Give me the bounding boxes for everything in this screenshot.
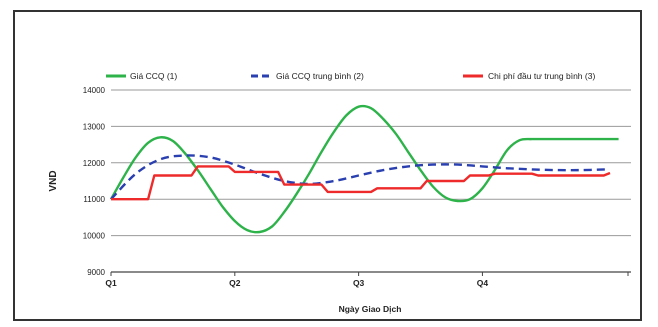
y-tick-label: 12000 xyxy=(83,159,106,168)
legend: Giá CCQ (1) Giá CCQ trung bình (2) Chi p… xyxy=(106,71,595,81)
y-tick-label: 9000 xyxy=(87,268,105,277)
legend-label-series-2: Giá CCQ trung bình (2) xyxy=(276,71,364,81)
y-tick-label: 14000 xyxy=(83,86,106,95)
series-line-3 xyxy=(111,165,611,201)
y-tick-labels: 9000 10000 11000 12000 13000 14000 xyxy=(83,86,106,277)
legend-label-series-3: Chi phí đầu tư trung bình (3) xyxy=(488,71,595,81)
x-tick-label: Q2 xyxy=(229,278,241,288)
y-axis-label: VND xyxy=(48,170,59,191)
legend-item-series-1: Giá CCQ (1) xyxy=(106,71,177,81)
y-tick-label: 11000 xyxy=(83,195,105,204)
x-tick-label: Q3 xyxy=(353,278,365,288)
x-tick-label: Q4 xyxy=(477,278,489,288)
y-tick-label: 10000 xyxy=(83,232,106,241)
chart-frame xyxy=(13,10,642,321)
legend-label-series-1: Giá CCQ (1) xyxy=(130,71,177,81)
x-axis-label: Ngày Giao Dịch xyxy=(339,304,402,314)
series-lines xyxy=(109,104,619,234)
legend-item-series-2: Giá CCQ trung bình (2) xyxy=(251,71,364,81)
series-line-2 xyxy=(110,154,607,201)
x-tick-label: Q1 xyxy=(105,278,117,288)
x-tick-labels: Q1 Q2 Q3 Q4 xyxy=(105,272,629,288)
y-tick-label: 13000 xyxy=(83,122,106,131)
series-line-1 xyxy=(109,104,619,234)
legend-item-series-3: Chi phí đầu tư trung bình (3) xyxy=(463,71,595,81)
grid-lines xyxy=(111,89,631,237)
